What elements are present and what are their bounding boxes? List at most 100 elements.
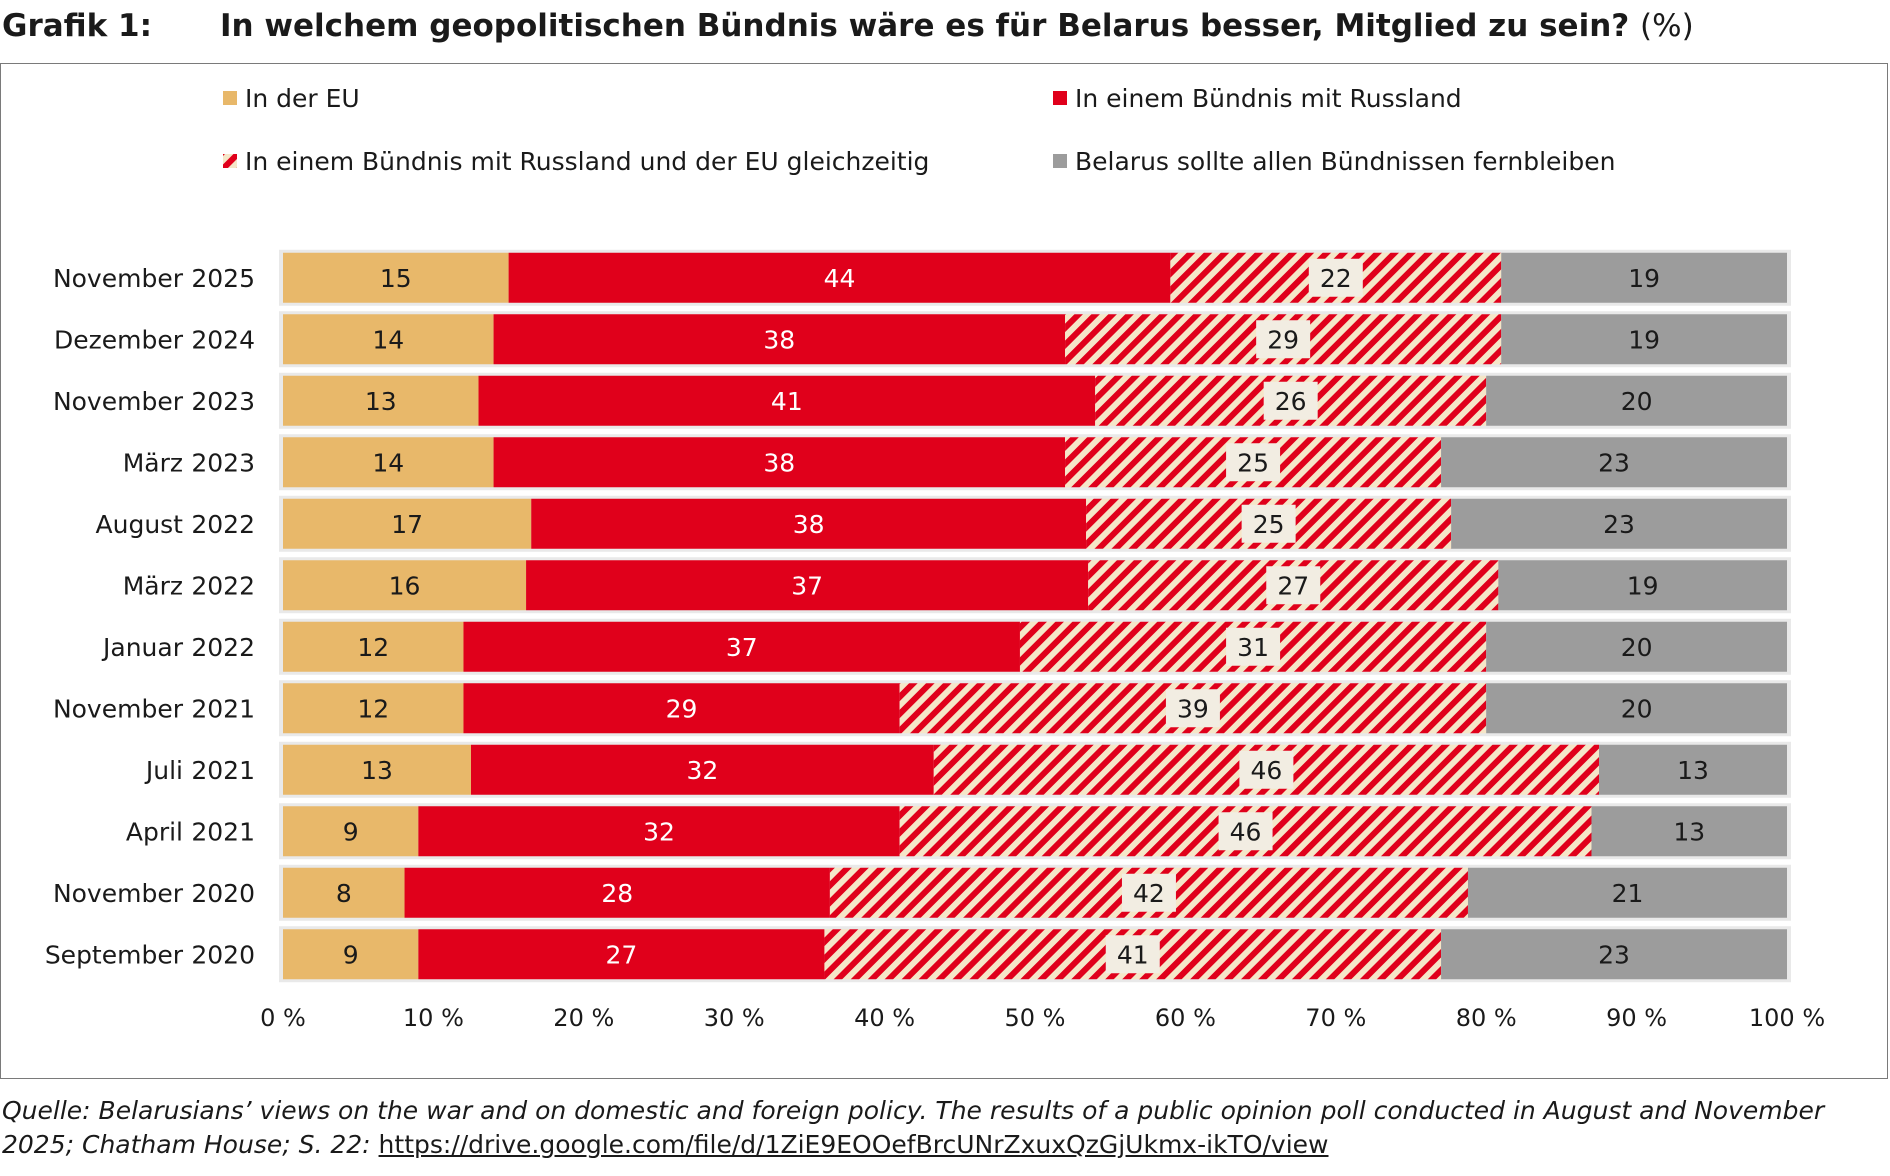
bar-segment-russia [508, 252, 1171, 303]
data-label-eu: 12 [357, 633, 389, 662]
data-label-eu: 17 [391, 510, 423, 539]
data-label-russia: 38 [763, 448, 795, 477]
bar-segment-russia [463, 621, 1020, 672]
category-label-month: März [123, 448, 183, 477]
legend-swatch-both [223, 154, 237, 168]
data-label-box [1263, 381, 1318, 420]
bar-segment-eu [283, 560, 527, 611]
category-label-year: 2023 [191, 448, 255, 477]
bar-segment-none [1451, 498, 1787, 549]
category-label-year: 2021 [191, 694, 255, 723]
category-label-month: November [53, 387, 184, 416]
data-label-russia: 38 [793, 510, 825, 539]
data-label-russia: 27 [605, 940, 637, 969]
bar-segment-russia [418, 806, 900, 857]
data-label-box [1218, 812, 1273, 851]
data-label-none: 23 [1603, 510, 1635, 539]
bar-segment-none [1486, 375, 1787, 426]
bar-segment-eu [283, 621, 464, 672]
data-label-box [1266, 566, 1321, 605]
data-label-eu: 15 [380, 264, 412, 293]
legend: In der EU In einem Bündnis mit Russland In… [223, 84, 1615, 176]
bar-segment-none [1467, 867, 1787, 918]
data-label-eu: 14 [372, 448, 404, 477]
bar-segment-none [1599, 744, 1787, 795]
data-label-eu: 8 [336, 879, 352, 908]
legend-label-none: Belarus sollte allen Bündnissen fernblei… [1075, 147, 1615, 176]
category-label-year: 2021 [191, 817, 255, 846]
data-label-both: 25 [1253, 510, 1285, 539]
bar-segment-russia [531, 498, 1087, 549]
bar-segment-none [1501, 252, 1787, 303]
legend-swatch-none [1053, 154, 1067, 168]
data-label-none: 23 [1598, 448, 1630, 477]
data-label-russia: 29 [666, 694, 698, 723]
x-tick-label: 50 % [1005, 1004, 1066, 1032]
x-tick-label: 100 % [1749, 1004, 1825, 1032]
data-label-box [1165, 689, 1220, 728]
x-tick-label: 90 % [1606, 1004, 1667, 1032]
data-label-russia: 32 [643, 817, 675, 846]
category-label-month: September [45, 940, 184, 969]
category-label-month: November [53, 879, 184, 908]
x-tick-label: 60 % [1155, 1004, 1216, 1032]
x-tick-label: 10 % [403, 1004, 464, 1032]
data-label-both: 25 [1237, 448, 1269, 477]
x-tick-label: 0 % [260, 1004, 306, 1032]
data-label-both: 39 [1177, 694, 1209, 723]
data-label-russia: 28 [601, 879, 633, 908]
chart-title: In welchem geopolitischen Bündnis wäre e… [220, 8, 1694, 44]
data-label-eu: 12 [357, 694, 389, 723]
category-label-month: März [123, 571, 183, 600]
data-label-eu: 14 [372, 325, 404, 354]
data-label-none: 13 [1677, 756, 1709, 785]
source-text: Quelle: Belarusians’ views on the war an… [2, 1096, 1825, 1159]
category-label-month: November [53, 694, 184, 723]
data-label-eu: 13 [361, 756, 393, 785]
category-label-year: 2022 [191, 633, 255, 662]
bar-segment-none [1486, 683, 1787, 734]
data-label-none: 19 [1628, 325, 1660, 354]
data-label-none: 20 [1621, 387, 1653, 416]
bar-segment-russia [478, 375, 1096, 426]
category-label-year: 2023 [191, 387, 255, 416]
data-label-both: 46 [1230, 817, 1262, 846]
legend-swatch-eu [223, 91, 237, 105]
data-label-box [1239, 750, 1294, 789]
data-label-russia: 38 [763, 325, 795, 354]
bar-segment-eu [283, 498, 532, 549]
category-label-year: 2020 [191, 940, 255, 969]
data-label-none: 21 [1612, 879, 1644, 908]
data-label-both: 26 [1275, 387, 1307, 416]
category-label-year: 2024 [191, 325, 255, 354]
x-tick-label: 80 % [1456, 1004, 1517, 1032]
data-label-box [1241, 504, 1296, 543]
data-label-none: 23 [1598, 940, 1630, 969]
bar-segment-eu [283, 867, 405, 918]
data-label-russia: 32 [686, 756, 718, 785]
legend-label-both: In einem Bündnis mit Russland und der EU… [245, 147, 929, 176]
chart-title-text: In welchem geopolitischen Bündnis wäre e… [220, 8, 1630, 44]
bar-segment-none [1441, 929, 1787, 980]
data-label-none: 13 [1673, 817, 1705, 846]
bar-segment-eu [283, 252, 509, 303]
data-label-both: 27 [1277, 571, 1309, 600]
category-label-month: August [96, 510, 184, 539]
data-label-box [1121, 873, 1176, 912]
x-tick-label: 70 % [1305, 1004, 1366, 1032]
data-label-box [1105, 935, 1160, 974]
bar-segment-russia [404, 867, 830, 918]
category-label-month: Juli [144, 756, 183, 785]
data-label-both: 31 [1237, 633, 1269, 662]
data-label-russia: 44 [824, 264, 856, 293]
legend-swatch-russia [1053, 91, 1067, 105]
bar-segment-none [1441, 437, 1787, 488]
bar-segment-russia [493, 437, 1066, 488]
legend-label-eu: In der EU [245, 84, 360, 113]
data-label-eu: 13 [365, 387, 397, 416]
source-note: Quelle: Belarusians’ views on the war an… [2, 1094, 1888, 1162]
data-label-both: 46 [1250, 756, 1282, 785]
bar-segment-none [1501, 314, 1787, 365]
source-link[interactable]: https://drive.google.com/file/d/1ZiE9EOO… [378, 1130, 1329, 1159]
